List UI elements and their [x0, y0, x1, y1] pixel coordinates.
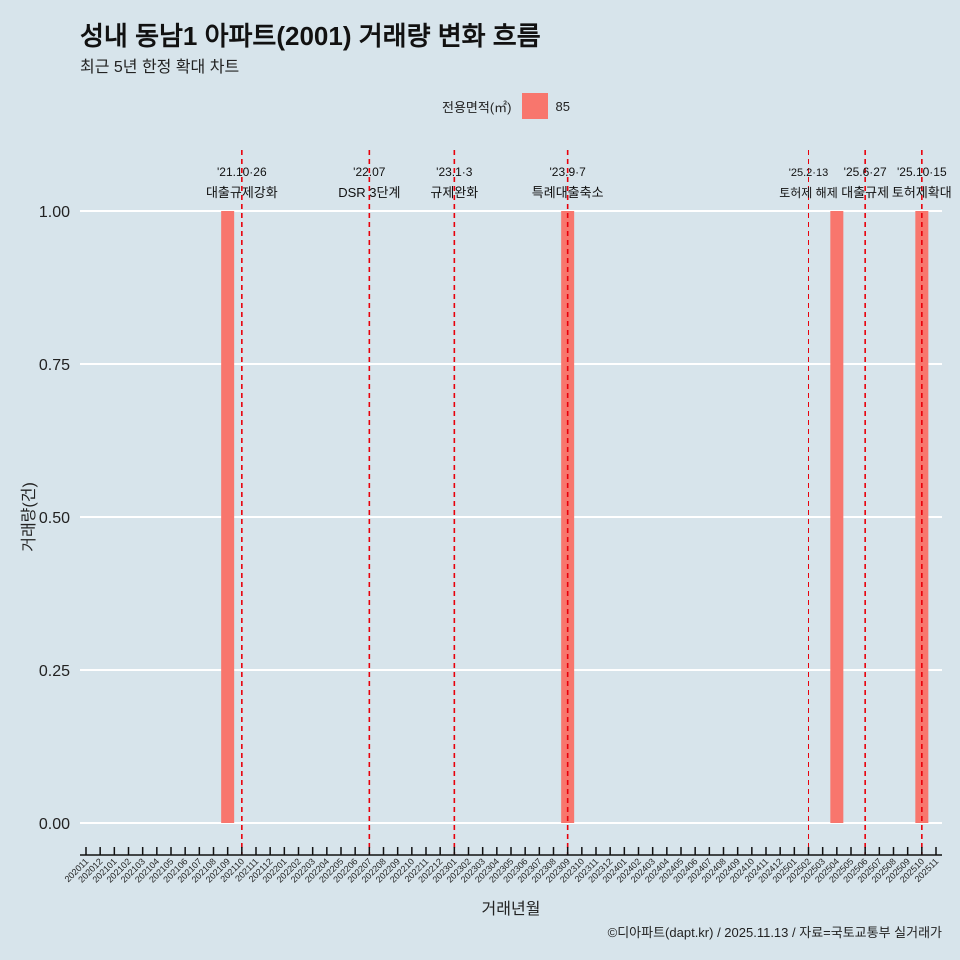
event-label: 대출규제: [841, 185, 889, 200]
event-date: '21.10·26: [217, 165, 267, 179]
event-date: '23.9·7: [550, 165, 587, 179]
legend-swatch: [521, 93, 548, 119]
y-tick-label: 0.25: [39, 663, 70, 680]
event-date: '25.2·13: [789, 167, 828, 179]
y-tick-label: 0.50: [39, 510, 70, 527]
event-date: '25.6·27: [844, 165, 887, 179]
event-date: '23.1·3: [436, 165, 473, 179]
event-label: 규제완화: [430, 185, 478, 200]
event-label: DSR 3단계: [338, 185, 400, 200]
legend: 전용면적(㎡) 85: [442, 93, 570, 119]
caption: ©디아파트(dapt.kr) / 2025.11.13 / 자료=국토교통부 실…: [607, 925, 942, 940]
event-label: 특례대출축소: [532, 185, 604, 200]
chart-subtitle: 최근 5년 한정 확대 차트: [80, 59, 240, 76]
x-axis-title: 거래년월: [482, 900, 541, 918]
bar: [221, 211, 235, 823]
bar: [830, 211, 844, 823]
legend-label: 85: [555, 98, 570, 114]
y-tick-label: 1.00: [39, 204, 70, 221]
event-label: 대출규제강화: [206, 185, 278, 200]
y-tick-label: 0.75: [39, 357, 70, 374]
event-label: 토허제 해제: [779, 186, 838, 200]
chart-title: 성내 동남1 아파트(2001) 거래량 변화 흐름: [80, 21, 541, 51]
event-date: '22.07: [353, 165, 386, 179]
bar: [561, 211, 575, 823]
y-tick-label: 0.00: [39, 816, 70, 833]
y-axis-title: 거래량(건): [20, 482, 38, 552]
bar: [915, 211, 929, 823]
legend-title: 전용면적(㎡): [442, 99, 512, 115]
event-date: '25.10·15: [897, 165, 947, 179]
event-label: 토허제확대: [892, 185, 952, 200]
